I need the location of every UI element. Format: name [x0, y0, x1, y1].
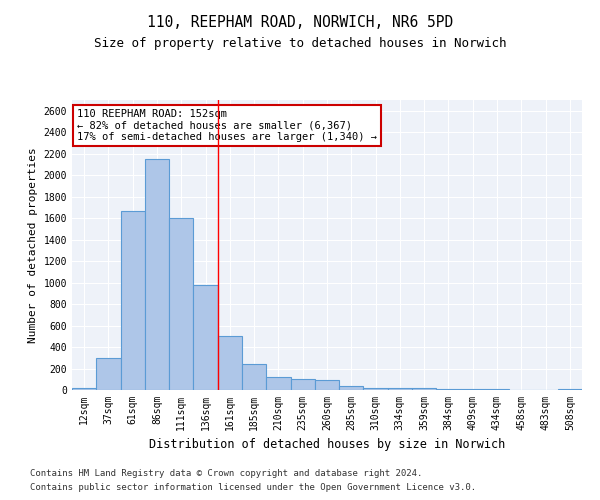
Text: 110, REEPHAM ROAD, NORWICH, NR6 5PD: 110, REEPHAM ROAD, NORWICH, NR6 5PD: [147, 15, 453, 30]
Bar: [145, 159, 169, 390]
Bar: [436, 389, 461, 390]
Bar: [72, 388, 96, 390]
Bar: [242, 364, 266, 390]
Bar: [169, 218, 193, 390]
Bar: [315, 380, 339, 390]
Bar: [193, 286, 218, 390]
Bar: [388, 388, 412, 390]
Bar: [121, 210, 145, 390]
Bar: [412, 388, 436, 390]
Text: Size of property relative to detached houses in Norwich: Size of property relative to detached ho…: [94, 38, 506, 51]
Bar: [266, 376, 290, 390]
Text: Contains HM Land Registry data © Crown copyright and database right 2024.: Contains HM Land Registry data © Crown c…: [30, 468, 422, 477]
Bar: [364, 388, 388, 390]
Bar: [290, 378, 315, 390]
Bar: [96, 358, 121, 390]
Bar: [339, 386, 364, 390]
Bar: [218, 336, 242, 390]
Text: Contains public sector information licensed under the Open Government Licence v3: Contains public sector information licen…: [30, 484, 476, 492]
X-axis label: Distribution of detached houses by size in Norwich: Distribution of detached houses by size …: [149, 438, 505, 452]
Text: 110 REEPHAM ROAD: 152sqm
← 82% of detached houses are smaller (6,367)
17% of sem: 110 REEPHAM ROAD: 152sqm ← 82% of detach…: [77, 108, 377, 142]
Y-axis label: Number of detached properties: Number of detached properties: [28, 147, 38, 343]
